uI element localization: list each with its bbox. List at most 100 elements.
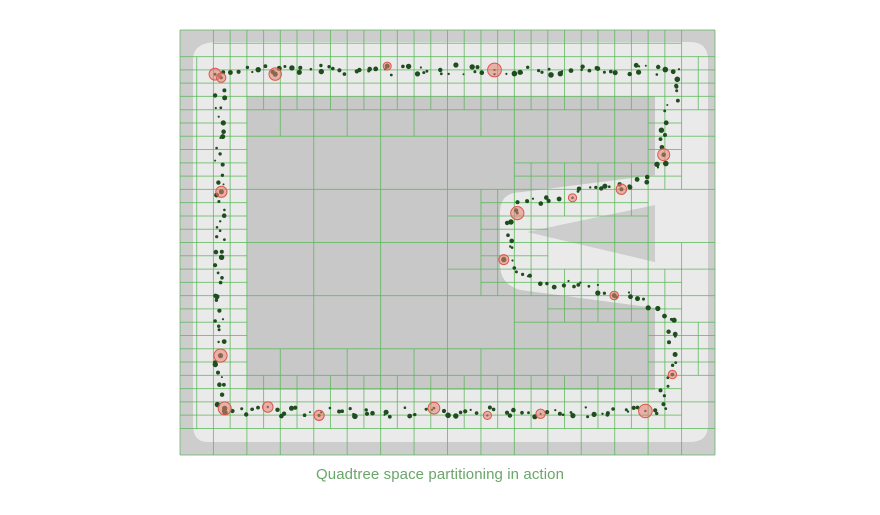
entity-dot: [340, 409, 345, 414]
entity-dot: [439, 72, 443, 76]
entity-dot: [655, 305, 661, 312]
entity-dot: [223, 208, 226, 212]
entity-dot: [507, 413, 513, 418]
entity-dot: [250, 408, 254, 411]
entity-dot: [214, 298, 219, 302]
entity-dot: [608, 185, 611, 188]
entity-dot: [672, 352, 678, 357]
entity-dot: [281, 411, 287, 416]
collision-circle: [382, 61, 392, 71]
entity-dot: [546, 198, 551, 203]
entity-dot: [219, 106, 223, 110]
entity-dot: [567, 279, 570, 283]
entity-dot: [214, 294, 220, 300]
entity-dot: [663, 133, 667, 137]
entity-dot: [453, 413, 459, 419]
entity-dot: [474, 411, 479, 415]
entity-dot: [213, 263, 218, 268]
entity-dot: [509, 245, 512, 248]
entity-dot: [414, 71, 421, 77]
entity-dot: [520, 410, 524, 415]
entity-dot: [223, 238, 226, 242]
collision-circle: [567, 193, 578, 203]
entity-dot: [319, 63, 323, 68]
entity-dot: [221, 213, 227, 218]
entity-dot: [213, 319, 217, 323]
entity-dot: [538, 281, 543, 287]
entity-dot: [580, 68, 583, 72]
entity-dot: [624, 408, 628, 412]
entity-dot: [218, 280, 223, 285]
collision-circle: [482, 410, 492, 420]
collision-circle: [216, 72, 227, 83]
collision-circle: [657, 148, 671, 162]
entity-dot: [364, 408, 368, 412]
entity-dot: [220, 120, 226, 126]
entity-dot: [545, 410, 550, 415]
entity-dot: [670, 69, 676, 75]
entity-dot: [509, 238, 514, 244]
entity-dot: [504, 220, 510, 226]
entity-dot: [674, 83, 679, 88]
collision-circle: [215, 185, 228, 198]
entity-dot: [220, 276, 224, 280]
entity-dot: [662, 66, 669, 73]
entity-dot: [594, 66, 599, 70]
entity-dot: [508, 219, 514, 225]
entity-dot: [318, 68, 324, 75]
entity-dot: [357, 67, 362, 73]
entity-dot: [561, 283, 567, 288]
entity-dot: [217, 200, 221, 203]
entity-dot: [658, 388, 663, 393]
entity-dot: [663, 120, 669, 126]
collision-circle: [535, 408, 546, 419]
entity-dot: [309, 67, 313, 71]
entity-dot: [663, 109, 667, 113]
entity-dot: [373, 66, 379, 72]
entity-dot: [663, 160, 669, 167]
track-inlet: [527, 205, 655, 262]
collision-circle: [268, 67, 282, 81]
entity-dot: [561, 413, 565, 417]
entity-dot: [654, 161, 660, 167]
collision-circle: [262, 401, 274, 413]
entity-dot: [658, 137, 663, 142]
entity-dot: [527, 273, 533, 278]
entity-dot: [255, 67, 261, 73]
entity-dot: [579, 281, 582, 284]
entity-dot: [645, 305, 651, 311]
entity-dot: [591, 411, 597, 417]
entity-dot: [674, 76, 681, 83]
entity-dot: [462, 73, 465, 76]
entity-dot: [570, 413, 576, 419]
entity-dot: [576, 283, 581, 287]
entity-dot: [666, 104, 669, 106]
entity-dot: [214, 106, 217, 110]
entity-dot: [666, 329, 671, 334]
entity-dot: [215, 226, 219, 229]
entity-dot: [251, 70, 254, 74]
entity-dot: [627, 184, 632, 189]
figure-caption: Quadtree space partitioning in action: [315, 466, 565, 483]
entity-dot: [412, 413, 415, 416]
collision-circle: [638, 403, 653, 419]
entity-dot: [217, 324, 221, 328]
entity-dot: [506, 233, 510, 237]
entity-dot: [228, 70, 233, 75]
entity-dot: [328, 406, 332, 410]
entity-dot: [298, 65, 303, 70]
entity-dot: [219, 249, 224, 254]
entity-dot: [511, 407, 516, 413]
entity-dot: [642, 297, 645, 301]
entity-dot: [337, 68, 342, 73]
entity-dot: [473, 70, 477, 74]
entity-dot: [572, 284, 576, 289]
entity-dot: [633, 62, 639, 68]
entity-dot: [289, 65, 295, 71]
entity-dot: [479, 70, 485, 75]
entity-dot: [504, 410, 510, 415]
entity-dot: [638, 65, 641, 68]
entity-dot: [576, 186, 582, 191]
entity-dot: [445, 412, 451, 419]
entity-dot: [364, 411, 370, 416]
